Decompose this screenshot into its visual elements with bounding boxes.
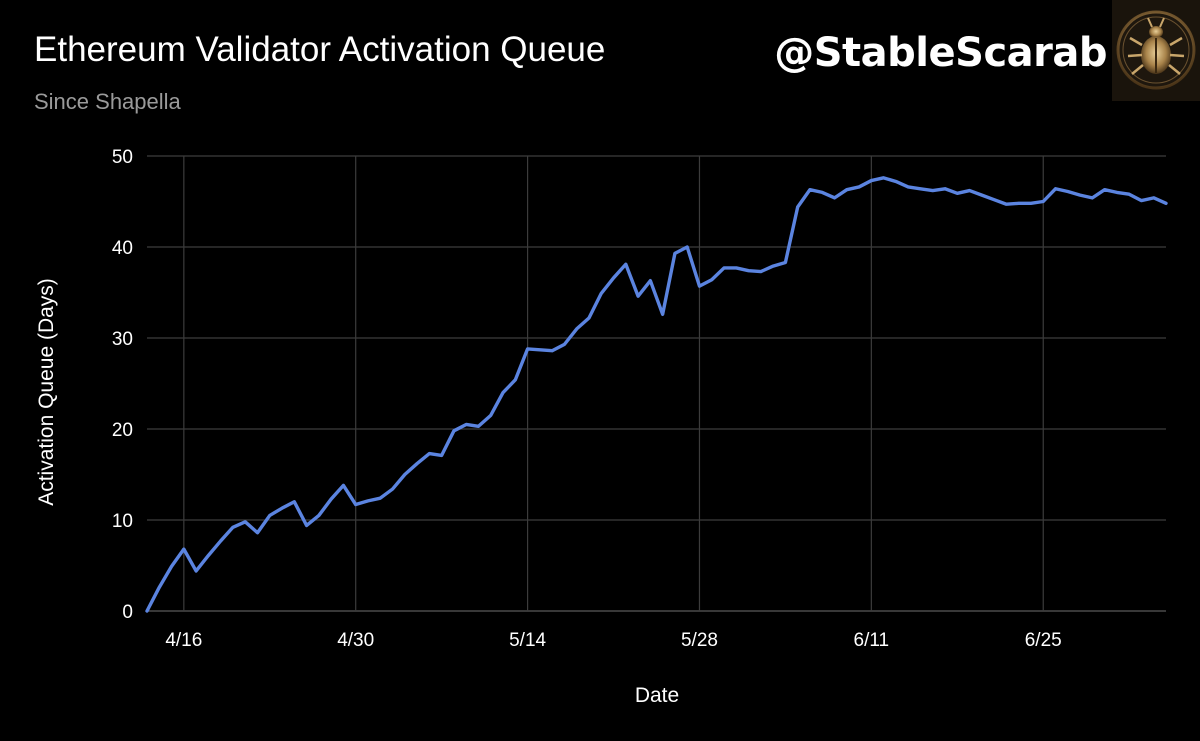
y-tick-label: 0 <box>122 602 133 623</box>
y-tick-label: 20 <box>112 420 133 441</box>
series-line <box>145 176 1168 613</box>
x-tick-label: 4/30 <box>337 630 374 651</box>
scarab-logo <box>1112 0 1200 101</box>
x-tick-label: 6/11 <box>854 630 890 651</box>
chart-title: Ethereum Validator Activation Queue <box>34 30 606 69</box>
y-axis-title: Activation Queue (Days) <box>35 278 58 506</box>
y-tick-label: 30 <box>112 329 133 350</box>
x-tick-label: 6/25 <box>1025 630 1062 651</box>
x-tick-label: 5/28 <box>681 630 718 651</box>
y-tick-label: 50 <box>112 147 133 168</box>
x-axis-title: Date <box>635 684 679 707</box>
x-tick-label: 5/14 <box>509 630 546 651</box>
y-tick-label: 40 <box>112 238 133 259</box>
y-tick-label: 10 <box>112 511 133 532</box>
author-handle: @StableScarab <box>774 30 1107 76</box>
scarab-icon <box>1116 10 1196 90</box>
x-tick-label: 4/16 <box>165 630 202 651</box>
chart-subtitle: Since Shapella <box>34 89 181 114</box>
